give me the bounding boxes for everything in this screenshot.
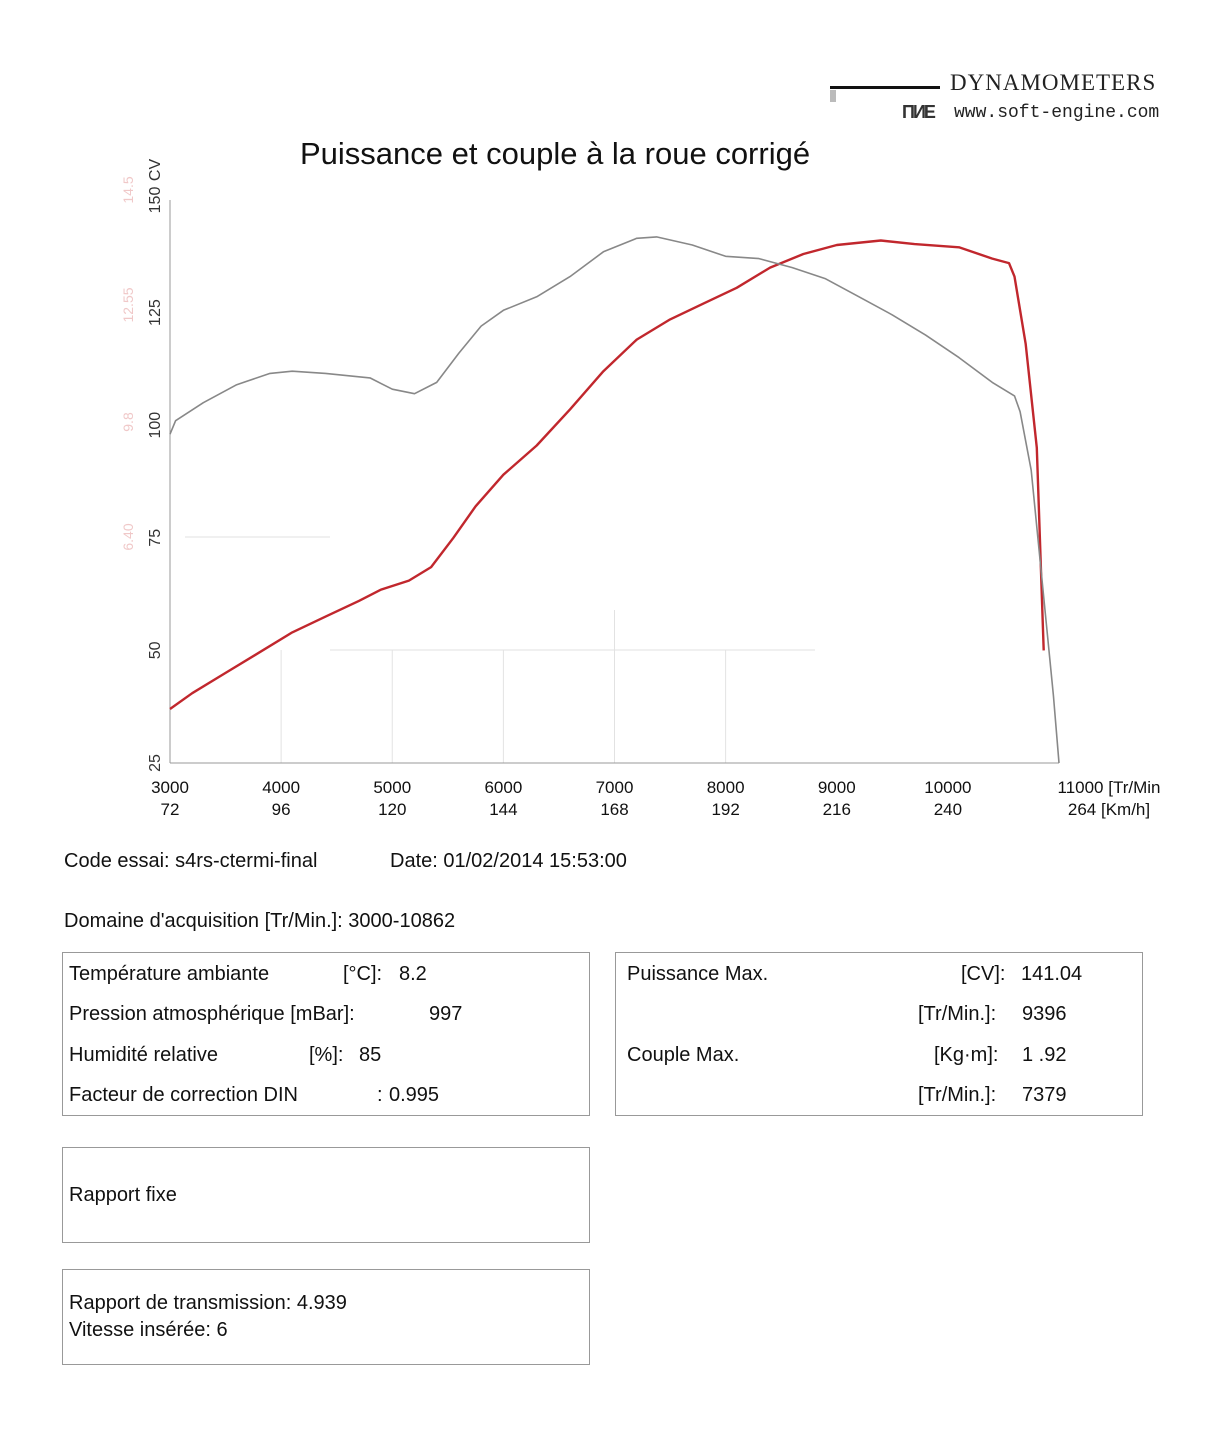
- y-tick-label-75: 75: [147, 529, 164, 547]
- secondary-y-tick-label-1: 9.8: [120, 412, 136, 432]
- rapport-fixe-box: Rapport fixe: [62, 1147, 590, 1243]
- humidity-unit: [%]:: [309, 1044, 344, 1066]
- series-line-0: [169, 239, 1045, 710]
- power-max-unit: [CV]:: [961, 963, 1006, 985]
- power-max-value: 141.04: [1021, 963, 1083, 985]
- x-tick-label-rpm-7: 10000: [924, 778, 971, 797]
- brand-logo: DYNAMOMETERS ПИE www.soft-engine.com: [830, 68, 1170, 128]
- x-tick-label-kmh-1: 96: [272, 800, 291, 819]
- x-tick-label-rpm-2: 5000: [373, 778, 411, 797]
- y-axis-label: CV: [147, 159, 164, 182]
- maxima-box: Puissance Max. [CV]: 141.04 [Tr/Min.]: 9…: [615, 952, 1143, 1116]
- pressure-value: 997: [429, 1003, 463, 1025]
- secondary-y-tick-label-2: 12.55: [120, 287, 136, 322]
- humidity-value: 85: [359, 1044, 382, 1066]
- x-tick-label-rpm-0: 3000: [151, 778, 189, 797]
- x-tick-label-kmh-5: 192: [711, 800, 739, 819]
- brand-url: www.soft-engine.com: [954, 103, 1160, 123]
- gear-inserted: Vitesse insérée: 6: [69, 1319, 228, 1341]
- secondary-y-tick-label-0: 6.40: [120, 523, 136, 550]
- y-tick-label-50: 50: [147, 641, 164, 659]
- x-tick-label-rpm-6: 9000: [818, 778, 856, 797]
- x-tick-label-kmh-2: 120: [378, 800, 406, 819]
- torque-max-value: 1 .92: [1022, 1044, 1067, 1066]
- din-factor-unit: :: [377, 1084, 383, 1106]
- y-tick-label-150: 150: [147, 187, 164, 214]
- pressure-label: Pression atmosphérique [mBar]:: [69, 1003, 355, 1025]
- code-essai: Code essai: s4rs-ctermi-final: [64, 850, 318, 872]
- power-max-rpm-unit: [Tr/Min.]:: [918, 1003, 997, 1025]
- dyno-chart: 3000 72 4000 96 5000 120 6000 144 7000 168 8000 192…: [120, 159, 1161, 819]
- x-tick-label-rpm-4: 7000: [596, 778, 634, 797]
- x-tick-label-kmh-8: 264 [Km/h]: [1068, 800, 1150, 819]
- brand-mark: ПИE: [902, 102, 936, 122]
- x-tick-label-rpm-1: 4000: [262, 778, 300, 797]
- y-tick-label-125: 125: [147, 299, 164, 326]
- brand-line-accent: [830, 90, 836, 102]
- y-tick-label-25: 25: [147, 754, 164, 772]
- temperature-unit: [°C]:: [343, 963, 383, 985]
- temperature-label: Température ambiante: [69, 963, 270, 985]
- torque-max-unit: [Kg·m]:: [934, 1044, 999, 1066]
- x-tick-label-rpm-3: 6000: [484, 778, 522, 797]
- transmission-box: Rapport de transmission: 4.939 Vitesse i…: [62, 1269, 590, 1365]
- conditions-box: Température ambiante [°C]: 8.2 Pression …: [62, 952, 590, 1116]
- series-line-1: [169, 236, 1060, 764]
- x-tick-label-rpm-8: 11000 [Tr/Min: [1058, 778, 1161, 797]
- din-factor-label: Facteur de correction DIN: [69, 1084, 298, 1106]
- y-tick-label-100: 100: [147, 412, 164, 439]
- torque-max-rpm-unit: [Tr/Min.]:: [918, 1084, 997, 1106]
- power-max-rpm: 9396: [1022, 1003, 1067, 1025]
- brand-line: [830, 86, 940, 89]
- x-tick-label-rpm-5: 8000: [707, 778, 745, 797]
- brand-name: DYNAMOMETERS: [950, 70, 1157, 95]
- acquisition-domain: Domaine d'acquisition [Tr/Min.]: 3000-10…: [64, 910, 456, 932]
- x-tick-label-kmh-6: 216: [823, 800, 851, 819]
- rapport-fixe-label: Rapport fixe: [69, 1184, 177, 1206]
- chart-title: Puissance et couple à la roue corrigé: [300, 136, 811, 171]
- transmission-ratio: Rapport de transmission: 4.939: [69, 1292, 347, 1314]
- secondary-y-tick-label-3: 14.5: [120, 176, 136, 203]
- power-max-label: Puissance Max.: [627, 963, 769, 985]
- test-date: Date: 01/02/2014 15:53:00: [390, 850, 627, 872]
- din-factor-value: 0.995: [389, 1084, 440, 1106]
- torque-max-rpm: 7379: [1022, 1084, 1067, 1106]
- x-tick-label-kmh-7: 240: [934, 800, 962, 819]
- x-tick-label-kmh-4: 168: [600, 800, 628, 819]
- temperature-value: 8.2: [399, 963, 427, 985]
- torque-max-label: Couple Max.: [627, 1044, 740, 1066]
- x-tick-label-kmh-3: 144: [489, 800, 517, 819]
- humidity-label: Humidité relative: [69, 1044, 218, 1066]
- x-tick-label-kmh-0: 72: [161, 800, 180, 819]
